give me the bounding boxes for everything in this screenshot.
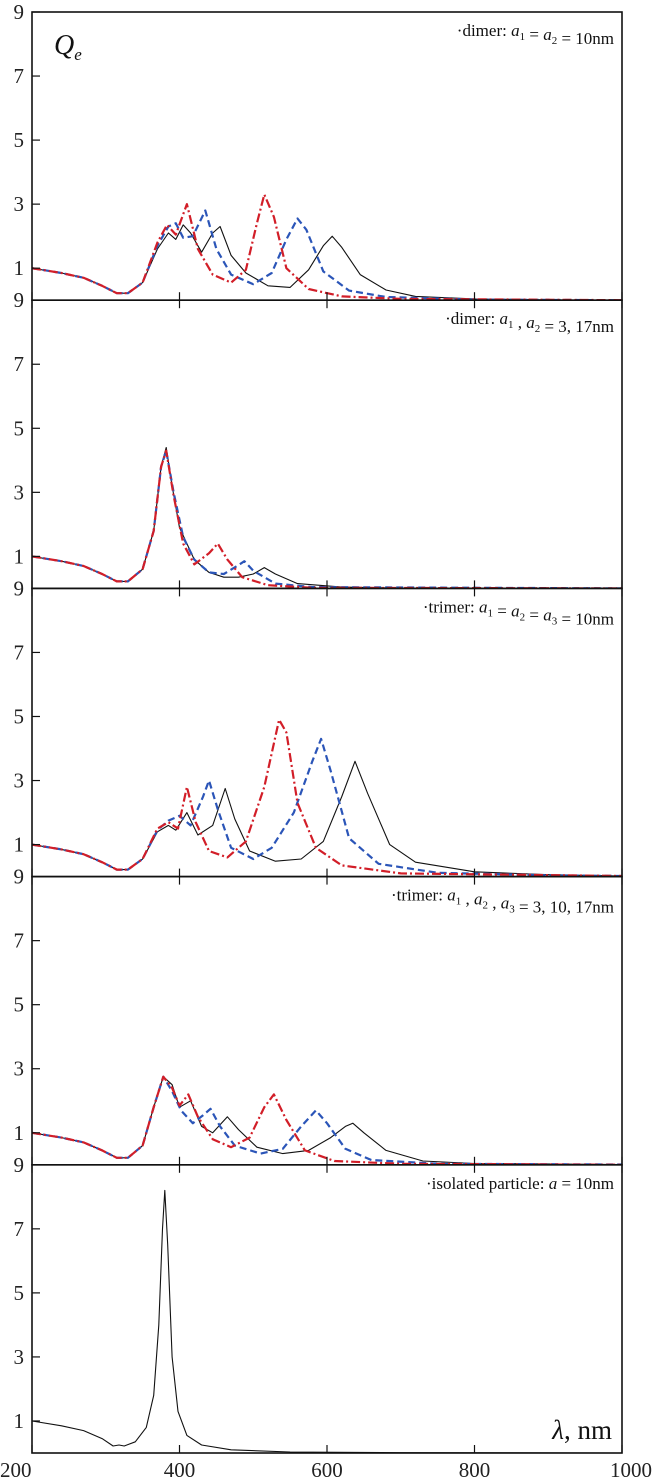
- series-line-dashdot: [32, 718, 622, 877]
- y-tick-label: 7: [14, 64, 25, 88]
- panel-frame: [31, 299, 623, 590]
- panel-2: 1 3 5 7 9 ·dimer: a1 , a2 = 3, 17nm: [14, 288, 623, 590]
- series-line-solid: [32, 1189, 622, 1454]
- y-tick-label: 1: [14, 833, 25, 857]
- panel-annotation: ·isolated particle: a = 10nm: [426, 1174, 614, 1193]
- y-tick-label: 9: [14, 576, 25, 600]
- panel-frame: [31, 1164, 623, 1454]
- panel-annotation: ·trimer: a1 , a2 , a3 = 3, 10, 17nm: [391, 886, 614, 917]
- y-tick-label: 5: [14, 128, 25, 152]
- y-tick-label: 1: [14, 1121, 25, 1145]
- panel-3: 1 3 5 7 9 ·trimer: a1 = a2 = a3 = 10nm: [14, 576, 623, 878]
- y-tick-label: 1: [14, 256, 25, 280]
- x-tick-label: 1000: [610, 1458, 652, 1482]
- y-tick-label: 9: [14, 0, 25, 24]
- x-tick-label: 200: [0, 1458, 32, 1482]
- panel-4: 1 3 5 7 9 ·trimer: a1 , a2 , a3 = 3, 10, 17nm: [14, 865, 623, 1166]
- panel-1: 1 3 5 7 9 ·dimer: a1 = a2 = 10nm Qe: [14, 0, 623, 302]
- x-tick-label: 400: [164, 1458, 196, 1482]
- y-tick-label: 3: [14, 1057, 25, 1081]
- y-tick-label: 9: [14, 1153, 25, 1177]
- y-tick-label: 5: [14, 993, 25, 1017]
- y-tick-label: 7: [14, 352, 25, 376]
- series-line-dashed: [32, 737, 622, 877]
- x-tick-label: 600: [311, 1458, 343, 1482]
- panel-annotation: ·dimer: a1 = a2 = 10nm: [457, 21, 614, 48]
- y-tick-label: 7: [14, 640, 25, 664]
- y-tick-label: 5: [14, 704, 25, 728]
- series-line-dashdot: [32, 193, 622, 301]
- y-tick-label: 7: [14, 929, 25, 953]
- series-line-dashdot: [32, 449, 622, 589]
- y-tick-label: 9: [14, 288, 25, 312]
- series-line-solid: [32, 1076, 622, 1165]
- y-tick-label: 1: [14, 1409, 25, 1433]
- y-tick-label: 3: [14, 192, 25, 216]
- y-tick-label: 5: [14, 1281, 25, 1305]
- series-line-dashdot: [32, 1075, 622, 1165]
- series-line-dashed: [32, 209, 622, 301]
- y-tick-label: 3: [14, 769, 25, 793]
- y-tick-label: 1: [14, 544, 25, 568]
- series-line-solid: [32, 760, 622, 877]
- y-tick-label: 5: [14, 416, 25, 440]
- series-line-solid: [32, 446, 622, 589]
- series-line-dashed: [32, 449, 622, 589]
- panel-5: 1 3 5 7 9 ·isolated particle: a = 10nm λ, nm 20…: [0, 1153, 652, 1482]
- series-line-solid: [32, 224, 622, 301]
- y-tick-label: 9: [14, 865, 25, 889]
- panel-annotation: ·trimer: a1 = a2 = a3 = 10nm: [423, 597, 614, 628]
- y-tick-label: 3: [14, 480, 25, 504]
- series-line-dashed: [32, 1075, 622, 1165]
- x-axis-label: λ, nm: [551, 1415, 612, 1445]
- x-tick-label: 800: [459, 1458, 491, 1482]
- y-tick-label: 3: [14, 1345, 25, 1369]
- panel-annotation: ·dimer: a1 , a2 = 3, 17nm: [445, 309, 614, 336]
- y-tick-label: 7: [14, 1217, 25, 1241]
- y-axis-label: Qe: [54, 30, 82, 64]
- panel-frame: [31, 11, 623, 302]
